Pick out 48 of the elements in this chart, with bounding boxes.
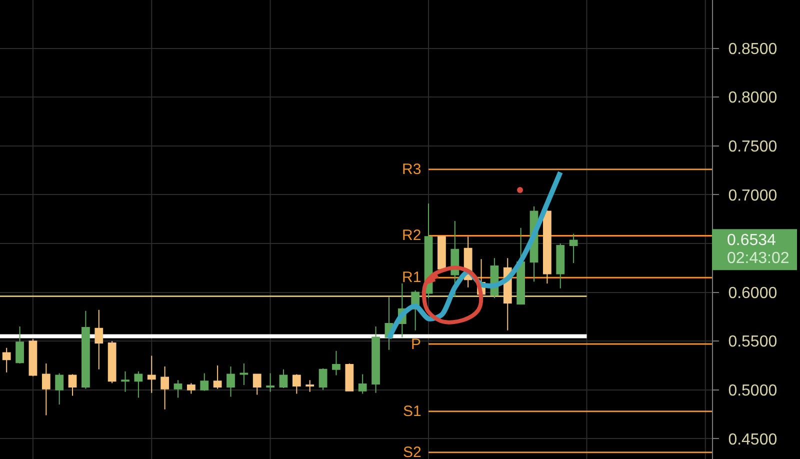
candlestick [345,363,354,392]
ref-line-label: P [411,336,422,353]
candlestick [121,370,130,392]
candlestick [174,380,182,398]
y-tick-label: 0.8500 [728,40,778,58]
candlestick [28,338,38,377]
candlestick [82,310,90,390]
candlestick [266,372,274,392]
y-tick-label: 0.4500 [728,431,778,448]
candlestick [200,372,209,392]
ref-line-label: R2 [402,227,422,244]
candlestick [108,340,116,384]
y-tick-label: 0.7000 [728,187,778,204]
candlestick [16,326,24,364]
ref-line-label: R3 [402,161,422,178]
y-tick-label: 0.8000 [728,90,778,107]
candlestick [147,355,156,394]
candlestick [252,374,262,396]
candlestick [226,366,235,398]
candlestick [358,374,367,394]
candlestick [94,309,104,370]
candlestick [279,368,288,388]
candlestick [306,380,314,392]
candlestick [42,363,50,416]
candlestick [134,370,143,398]
candlestick [292,374,301,394]
ref-line-label: S2 [403,444,422,459]
candlestick [318,368,328,390]
candlestick [186,382,196,394]
y-tick-label: 0.5500 [728,334,778,351]
candlestick [240,363,248,386]
candlestick [569,233,578,264]
candlestick [160,366,170,410]
ref-line-label: R1 [402,269,422,286]
y-tick-label: 0.6000 [728,284,778,302]
ref-line-label: S1 [403,403,422,420]
candlestick [68,374,77,396]
y-tick-label: 0.5000 [728,382,778,400]
candlestick [556,243,565,289]
candlestick [438,236,446,272]
candlestick [55,372,64,406]
y-tick-label: 0.7500 [728,138,778,156]
candlestick [372,326,380,394]
candlestick [213,365,222,390]
candlestick [542,210,552,284]
candlestick [2,347,11,373]
text: 0.6534 02:43:02 [727,232,790,267]
candlestick [332,350,340,376]
